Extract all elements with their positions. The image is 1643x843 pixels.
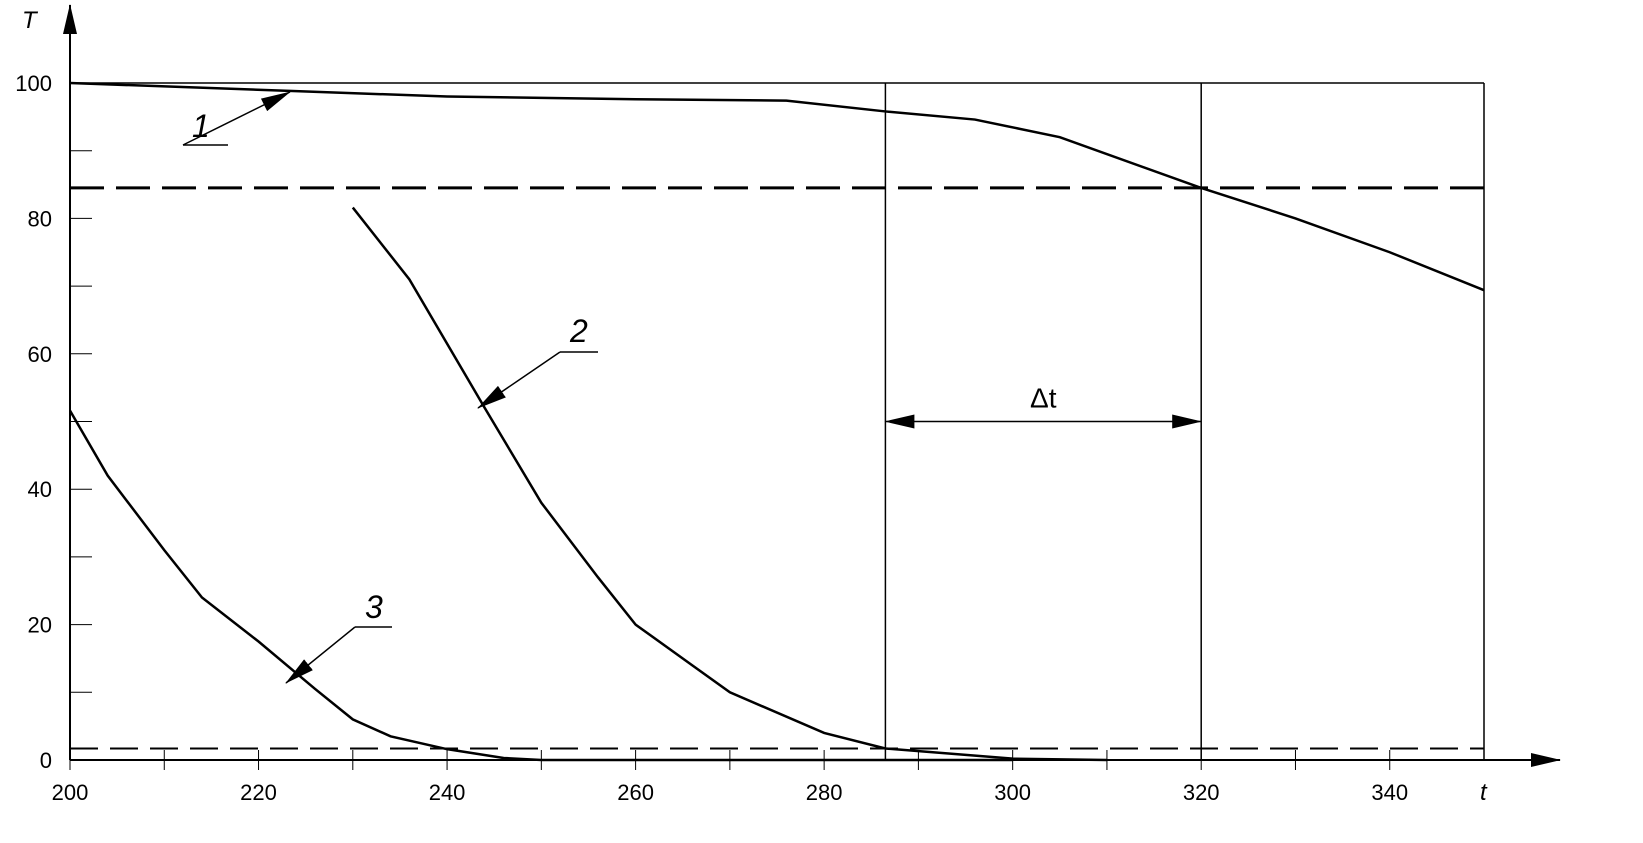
y-axis-label: T (22, 7, 39, 34)
y-tick-label: 20 (28, 613, 52, 638)
curve (351, 206, 1107, 762)
y-tick-label: 100 (15, 71, 52, 96)
x-tick-label: 240 (429, 780, 466, 805)
leader-arrow (182, 91, 291, 146)
curve (68, 410, 1013, 762)
y-tick-label: 40 (28, 477, 52, 502)
y-tick-label: 60 (28, 342, 52, 367)
x-tick-label: 220 (240, 780, 277, 805)
leader-arrow (285, 626, 356, 684)
curve-label: 1 (192, 108, 210, 144)
curve-label: 3 (365, 589, 383, 625)
y-tick-label: 80 (28, 206, 52, 231)
x-axis-label: t (1480, 779, 1488, 806)
interval-label: Δt (1030, 383, 1057, 414)
x-tick-label: 320 (1183, 780, 1220, 805)
curve-label: 2 (569, 313, 588, 349)
x-tick-label: 300 (994, 780, 1031, 805)
x-tick-label: 200 (52, 780, 89, 805)
x-tick-label: 340 (1371, 780, 1408, 805)
curve (69, 81, 1485, 292)
x-tick-label: 280 (806, 780, 843, 805)
y-tick-label: 0 (40, 748, 52, 773)
x-tick-label: 260 (617, 780, 654, 805)
leader-arrow (477, 351, 561, 409)
